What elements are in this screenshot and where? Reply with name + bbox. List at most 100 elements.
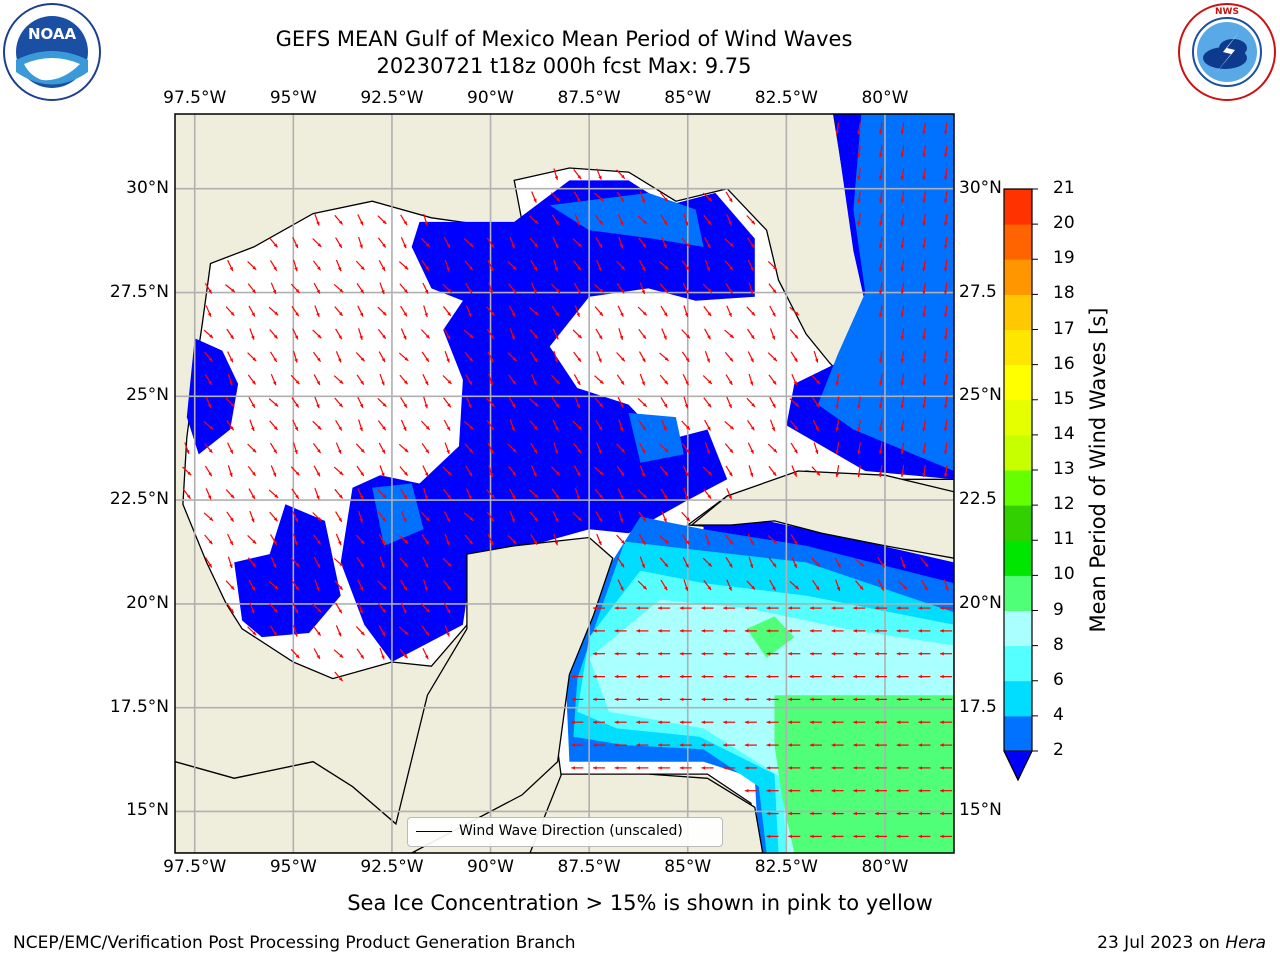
wind-arrow	[594, 306, 604, 317]
wind-arrow	[616, 260, 626, 271]
wind-arrow	[857, 419, 861, 432]
wind-arrow	[486, 237, 495, 249]
wind-arrow	[398, 261, 409, 270]
wind-arrow	[400, 419, 407, 432]
wind-arrow	[444, 442, 450, 455]
wind-arrow	[723, 720, 736, 724]
wind-arrow	[292, 259, 298, 272]
wind-arrow	[857, 465, 861, 478]
wind-arrow	[723, 697, 736, 702]
colorbar-tick-label: 21	[1053, 178, 1075, 198]
wind-arrow	[789, 306, 800, 316]
wind-arrow	[679, 720, 692, 724]
wind-arrow	[443, 580, 452, 591]
wind-arrow	[313, 465, 321, 477]
wind-arrow	[379, 647, 385, 660]
wind-arrow	[442, 557, 452, 568]
wind-arrow	[465, 282, 473, 294]
wind-arrow	[442, 375, 452, 385]
wind-arrow	[878, 213, 883, 226]
wind-arrow	[944, 373, 948, 386]
wind-arrow	[486, 420, 495, 431]
wind-arrow	[182, 488, 191, 500]
wind-arrow	[744, 674, 757, 679]
wind-arrow	[227, 351, 234, 363]
wind-arrow	[853, 743, 866, 747]
wind-arrow	[205, 488, 212, 500]
wind-arrow	[918, 834, 931, 839]
wind-arrow	[922, 236, 926, 249]
wind-arrow	[247, 626, 257, 636]
lat-tick-right: 27.5	[959, 281, 997, 302]
wind-arrow	[857, 442, 861, 455]
wind-arrow	[747, 442, 755, 454]
wind-arrow	[701, 697, 714, 702]
wind-arrow	[269, 511, 278, 522]
wind-arrow	[746, 397, 756, 408]
wind-arrow	[551, 214, 560, 226]
wind-arrow	[204, 556, 213, 568]
wind-arrow	[616, 374, 625, 386]
wind-arrow	[614, 629, 627, 633]
wind-arrow	[659, 192, 669, 202]
wind-arrow	[443, 237, 451, 249]
wind-arrow	[203, 329, 214, 339]
wind-arrow	[638, 351, 646, 363]
wind-arrow	[681, 351, 690, 363]
wind-arrow	[573, 465, 581, 477]
wind-arrow	[422, 282, 429, 295]
wind-arrow	[704, 533, 711, 546]
wind-arrow	[593, 743, 605, 747]
wind-arrow	[768, 283, 777, 294]
wind-arrow	[292, 511, 299, 523]
wind-arrow	[596, 351, 602, 363]
wind-arrow	[748, 465, 754, 477]
lat-tick-left: 17.5°N	[109, 696, 169, 717]
wind-arrow	[638, 442, 646, 454]
wind-arrow	[944, 168, 948, 181]
wind-arrow	[249, 328, 255, 340]
wind-arrow	[594, 214, 604, 225]
wind-arrow	[724, 420, 735, 430]
wind-arrow	[944, 305, 948, 318]
wind-arrow	[896, 834, 909, 839]
wind-arrow	[875, 697, 887, 702]
wind-arrow	[636, 766, 649, 770]
wind-arrow	[377, 420, 387, 431]
wind-arrow	[681, 511, 691, 522]
wind-arrow	[292, 328, 299, 340]
wind-arrow	[831, 789, 844, 793]
wind-arrow	[204, 282, 213, 294]
wind-arrow	[788, 674, 801, 679]
wind-arrow	[292, 602, 299, 614]
wind-arrow	[398, 443, 409, 453]
wind-arrow	[530, 534, 538, 546]
wind-arrow	[638, 328, 647, 340]
wind-arrow	[358, 419, 363, 432]
wind-arrow	[531, 191, 537, 203]
wind-arrow	[333, 375, 344, 385]
wind-arrow	[636, 629, 649, 633]
wind-arrow	[443, 602, 451, 614]
wind-arrow	[574, 305, 580, 318]
wind-arrow	[334, 306, 344, 317]
wind-arrow	[789, 398, 800, 407]
wind-arrow	[292, 533, 298, 546]
wind-arrow	[659, 261, 669, 270]
wind-arrow	[507, 260, 517, 271]
wind-arrow	[227, 442, 234, 454]
wind-arrow	[681, 237, 691, 248]
wind-arrow	[900, 556, 906, 569]
wind-arrow	[788, 743, 801, 747]
wind-arrow	[507, 443, 517, 453]
wind-arrow	[400, 305, 408, 317]
wind-arrow	[766, 834, 779, 839]
map-plot	[175, 114, 954, 853]
wind-arrow	[465, 396, 472, 409]
wind-arrow	[918, 629, 931, 633]
wind-arrow	[594, 192, 604, 202]
lon-tick-top: 80°W	[861, 88, 909, 108]
wind-arrow	[744, 766, 757, 770]
wind-arrow	[853, 789, 866, 793]
wind-arrow	[831, 629, 844, 633]
